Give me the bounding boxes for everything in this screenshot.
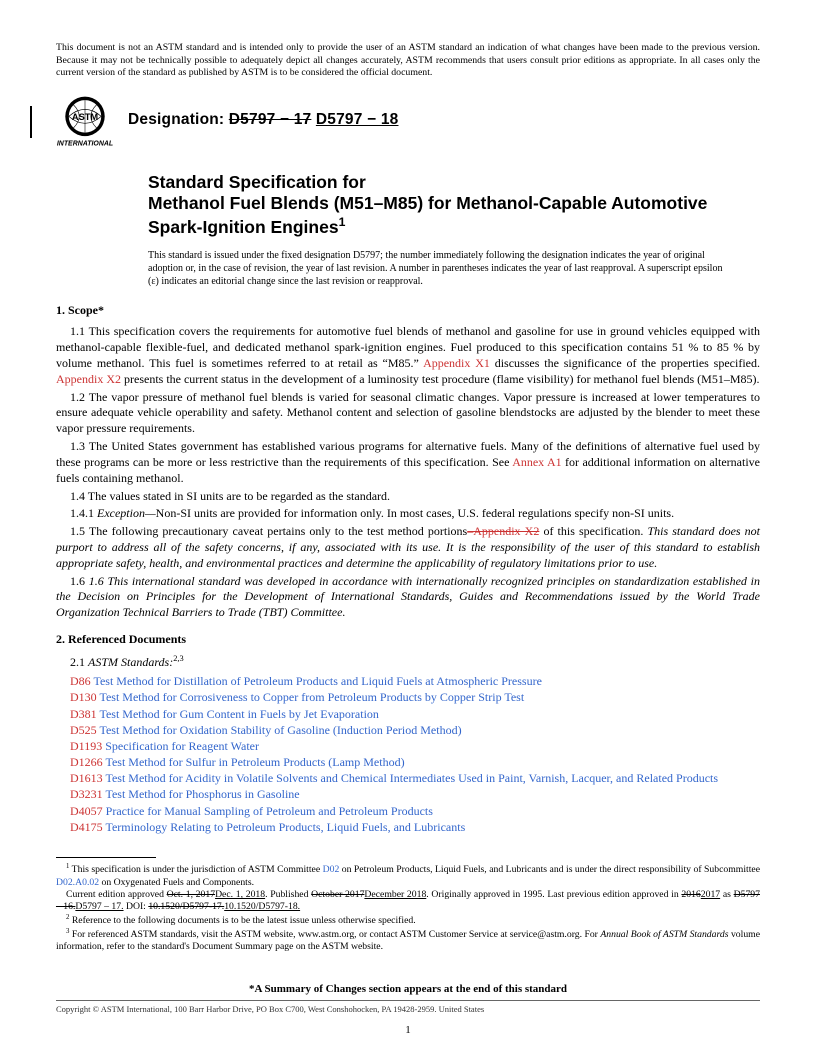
- footnote-2: 2 Reference to the following documents i…: [56, 914, 760, 928]
- issuance-note: This standard is issued under the fixed …: [148, 249, 760, 288]
- title-block: Standard Specification for Methanol Fuel…: [148, 172, 760, 288]
- designation-old: D5797 − 17: [229, 111, 312, 128]
- footnote-1b: Current edition approved Oct. 1, 2017Dec…: [56, 889, 760, 914]
- title-line1: Standard Specification for: [148, 172, 366, 192]
- change-bar-header: [30, 106, 32, 138]
- para-1-1: 1.1 This specification covers the requir…: [56, 324, 760, 387]
- para-1-3: 1.3 The United States government has est…: [56, 439, 760, 486]
- ref-d86: D86 Test Method for Distillation of Petr…: [56, 673, 760, 689]
- svg-text:INTERNATIONAL: INTERNATIONAL: [57, 140, 113, 147]
- designation-label: Designation:: [128, 111, 229, 128]
- footnote-rule: [56, 857, 156, 858]
- section-2-head: 2. Referenced Documents: [56, 631, 760, 647]
- bottom-rule: [56, 1000, 760, 1001]
- ref-d1193: D1193 Specification for Reagent Water: [56, 738, 760, 754]
- para-1-2: 1.2 The vapor pressure of methanol fuel …: [56, 390, 760, 437]
- ref-d4057: D4057 Practice for Manual Sampling of Pe…: [56, 803, 760, 819]
- astm-logo: ASTM INTERNATIONAL: [56, 92, 114, 150]
- para-2-1: 2.1 ASTM Standards:2,3: [56, 653, 760, 671]
- ref-d1266: D1266 Test Method for Sulfur in Petroleu…: [56, 754, 760, 770]
- footnote-3: 3 For referenced ASTM standards, visit t…: [56, 928, 760, 954]
- ref-d130: D130 Test Method for Corrosiveness to Co…: [56, 689, 760, 705]
- svg-text:ASTM: ASTM: [72, 111, 99, 121]
- header-row: ASTM INTERNATIONAL Designation: D5797 − …: [56, 92, 760, 150]
- footnote-1: 1 This specification is under the jurisd…: [56, 863, 760, 889]
- para-1-5: 1.5 The following precautionary caveat p…: [56, 524, 760, 571]
- ref-d4175: D4175 Terminology Relating to Petroleum …: [56, 819, 760, 835]
- summary-of-changes-note: *A Summary of Changes section appears at…: [56, 982, 760, 997]
- page-number: 1: [405, 1023, 411, 1038]
- para-1-6: 1.6 1.6 This international standard was …: [56, 574, 760, 621]
- disclaimer-text: This document is not an ASTM standard an…: [56, 42, 760, 80]
- ref-d1613: D1613 Test Method for Acidity in Volatil…: [56, 770, 760, 786]
- title-sup: 1: [339, 215, 346, 229]
- designation: Designation: D5797 − 17 D5797 − 18: [128, 110, 398, 131]
- ref-d3231: D3231 Test Method for Phosphorus in Gaso…: [56, 786, 760, 802]
- ref-d381: D381 Test Method for Gum Content in Fuel…: [56, 706, 760, 722]
- section-1-head: 1. Scope*: [56, 302, 760, 318]
- ref-d525: D525 Test Method for Oxidation Stability…: [56, 722, 760, 738]
- title-line2: Methanol Fuel Blends (M51–M85) for Metha…: [148, 193, 707, 237]
- para-1-4-1: 1.4.1 Exception—Non-SI units are provide…: [56, 506, 760, 522]
- document-title: Standard Specification for Methanol Fuel…: [148, 172, 760, 239]
- copyright: Copyright © ASTM International, 100 Barr…: [56, 1004, 760, 1015]
- para-1-4: 1.4 The values stated in SI units are to…: [56, 489, 760, 505]
- designation-new: D5797 − 18: [316, 111, 399, 128]
